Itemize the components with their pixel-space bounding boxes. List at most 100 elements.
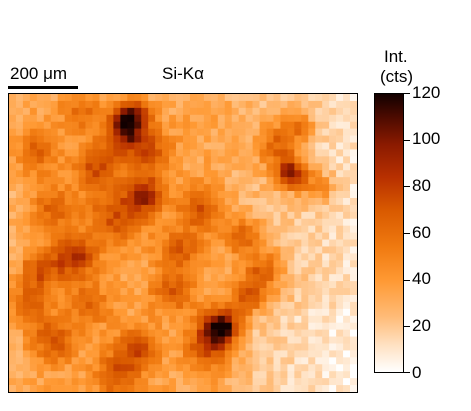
map-pixel [301, 225, 309, 233]
map-pixel [120, 357, 128, 365]
map-pixel [308, 232, 316, 240]
map-pixel [183, 142, 191, 150]
map-pixel [203, 385, 212, 392]
map-pixel [308, 322, 316, 330]
map-pixel [210, 308, 219, 317]
map-pixel [120, 204, 128, 213]
map-pixel [64, 170, 72, 178]
map-pixel [15, 253, 24, 261]
map-pixel [78, 170, 86, 178]
map-pixel [210, 204, 219, 213]
map-pixel [238, 142, 246, 150]
map-pixel [231, 322, 239, 330]
map-pixel [301, 135, 309, 143]
map-pixel [106, 128, 114, 136]
map-pixel [350, 371, 357, 379]
map-pixel [280, 371, 288, 379]
map-pixel [238, 191, 246, 199]
map-pixel [36, 218, 45, 226]
map-pixel [203, 364, 212, 372]
map-pixel [252, 156, 260, 164]
map-pixel [64, 294, 72, 303]
map-pixel [196, 267, 205, 275]
map-pixel [217, 371, 226, 379]
map-pixel [127, 336, 135, 344]
map-pixel [183, 288, 191, 296]
map-pixel [148, 260, 156, 268]
map-pixel [252, 288, 260, 296]
map-pixel [113, 281, 121, 289]
map-pixel [9, 204, 17, 213]
map-pixel [231, 239, 239, 247]
map-pixel [245, 114, 253, 123]
map-pixel [127, 232, 135, 240]
map-pixel [176, 135, 184, 143]
map-pixel [287, 156, 295, 164]
map-pixel [350, 294, 357, 303]
map-pixel [155, 288, 163, 296]
map-pixel [217, 204, 226, 213]
map-pixel [169, 149, 177, 157]
map-pixel [92, 357, 100, 365]
map-pixel [162, 100, 170, 109]
map-pixel [162, 329, 170, 337]
map-pixel [36, 135, 45, 143]
map-pixel [203, 371, 212, 379]
map-pixel [120, 267, 128, 275]
map-pixel [64, 315, 72, 324]
map-pixel [64, 281, 72, 289]
map-pixel [259, 204, 267, 213]
map-pixel [217, 357, 226, 365]
map-pixel [29, 100, 38, 109]
map-pixel [315, 107, 323, 116]
map-pixel [322, 371, 330, 379]
map-pixel [231, 211, 239, 220]
map-pixel [287, 378, 295, 386]
map-pixel [64, 378, 72, 386]
map-pixel [266, 260, 274, 268]
map-pixel [106, 142, 114, 150]
map-pixel [78, 301, 86, 310]
map-pixel [50, 357, 59, 365]
map-pixel [176, 315, 184, 324]
map-pixel [245, 301, 253, 310]
map-pixel [183, 191, 191, 199]
map-pixel [99, 149, 107, 157]
map-pixel [231, 315, 239, 324]
map-pixel [120, 114, 128, 123]
map-pixel [231, 288, 239, 296]
map-pixel [78, 114, 86, 123]
map-pixel [343, 385, 351, 392]
map-pixel [29, 315, 38, 324]
map-pixel [217, 364, 226, 372]
map-pixel [22, 94, 31, 102]
map-pixel [141, 232, 149, 240]
map-pixel [9, 301, 17, 310]
map-pixel [350, 107, 357, 116]
map-pixel [162, 218, 170, 226]
map-pixel [106, 94, 114, 102]
map-pixel [224, 260, 233, 268]
map-pixel [113, 204, 121, 213]
map-pixel [85, 371, 93, 379]
map-pixel [29, 184, 38, 192]
map-pixel [329, 378, 337, 386]
map-pixel [22, 191, 31, 199]
map-pixel [169, 294, 177, 303]
map-pixel [315, 218, 323, 226]
map-pixel [183, 253, 191, 261]
map-pixel [183, 128, 191, 136]
map-pixel [85, 260, 93, 268]
map-pixel [196, 385, 205, 392]
map-pixel [183, 170, 191, 178]
map-pixel [280, 343, 288, 351]
map-pixel [203, 246, 212, 254]
map-pixel [127, 350, 135, 358]
map-pixel [106, 336, 114, 344]
colorbar-tick [404, 93, 410, 94]
map-pixel [217, 94, 226, 102]
map-pixel [176, 343, 184, 351]
map-pixel [343, 218, 351, 226]
map-pixel [224, 170, 233, 178]
map-pixel [134, 232, 142, 240]
